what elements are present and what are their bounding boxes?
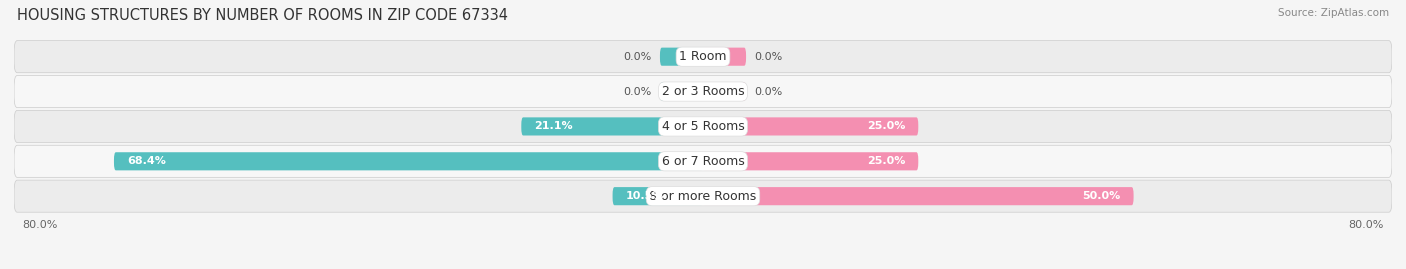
FancyBboxPatch shape	[613, 187, 703, 205]
Text: 68.4%: 68.4%	[127, 156, 166, 166]
FancyBboxPatch shape	[659, 83, 703, 101]
Text: 25.0%: 25.0%	[868, 121, 905, 132]
FancyBboxPatch shape	[14, 110, 1392, 143]
FancyBboxPatch shape	[703, 152, 918, 170]
FancyBboxPatch shape	[14, 145, 1392, 177]
Text: 0.0%: 0.0%	[755, 52, 783, 62]
Text: 4 or 5 Rooms: 4 or 5 Rooms	[662, 120, 744, 133]
Text: 10.5%: 10.5%	[626, 191, 664, 201]
Text: 2 or 3 Rooms: 2 or 3 Rooms	[662, 85, 744, 98]
FancyBboxPatch shape	[114, 152, 703, 170]
Text: 25.0%: 25.0%	[868, 156, 905, 166]
Text: 80.0%: 80.0%	[1348, 220, 1384, 230]
FancyBboxPatch shape	[522, 117, 703, 136]
FancyBboxPatch shape	[703, 83, 747, 101]
Text: 80.0%: 80.0%	[22, 220, 58, 230]
FancyBboxPatch shape	[14, 76, 1392, 108]
FancyBboxPatch shape	[703, 187, 1133, 205]
Text: 0.0%: 0.0%	[623, 87, 651, 97]
FancyBboxPatch shape	[703, 117, 918, 136]
Text: 50.0%: 50.0%	[1083, 191, 1121, 201]
Text: 8 or more Rooms: 8 or more Rooms	[650, 190, 756, 203]
Text: HOUSING STRUCTURES BY NUMBER OF ROOMS IN ZIP CODE 67334: HOUSING STRUCTURES BY NUMBER OF ROOMS IN…	[17, 8, 508, 23]
Text: 0.0%: 0.0%	[623, 52, 651, 62]
FancyBboxPatch shape	[659, 48, 703, 66]
Text: 1 Room: 1 Room	[679, 50, 727, 63]
Text: 0.0%: 0.0%	[755, 87, 783, 97]
Text: 6 or 7 Rooms: 6 or 7 Rooms	[662, 155, 744, 168]
Text: Source: ZipAtlas.com: Source: ZipAtlas.com	[1278, 8, 1389, 18]
FancyBboxPatch shape	[703, 48, 747, 66]
FancyBboxPatch shape	[14, 180, 1392, 212]
FancyBboxPatch shape	[14, 41, 1392, 73]
Text: 21.1%: 21.1%	[534, 121, 572, 132]
